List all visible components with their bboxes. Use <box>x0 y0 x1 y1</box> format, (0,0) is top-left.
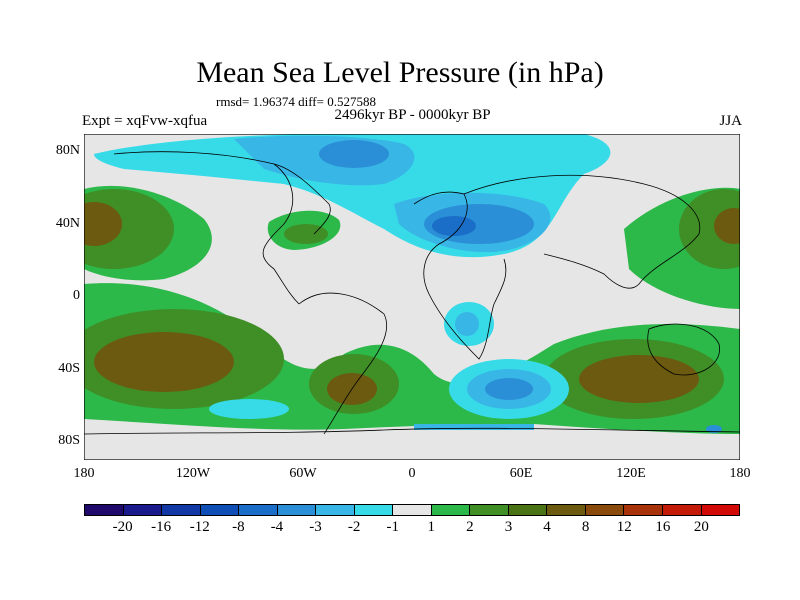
lat-label-80n: 80N <box>55 143 80 158</box>
anomaly-atlantic-dark <box>284 224 328 244</box>
colorbar-swatch <box>470 505 509 515</box>
colorbar-label: -16 <box>151 519 172 535</box>
colorbar-swatch <box>431 505 471 515</box>
colorbar-label: -12 <box>189 519 210 535</box>
lat-label-40n: 40N <box>55 216 80 231</box>
anomaly-antarctic-dot <box>706 425 722 433</box>
colorbar-label: -4 <box>270 519 284 535</box>
pressure-map <box>84 134 740 460</box>
colorbar-label: 2 <box>466 519 474 535</box>
colorbar-label: 20 <box>693 519 709 535</box>
period-text: 2496kyr BP - 0000kyr BP <box>334 107 491 123</box>
season-label: JJA <box>719 113 742 129</box>
colorbar-label: -1 <box>386 519 399 535</box>
colorbar-swatch <box>393 505 432 515</box>
colorbar-label: 3 <box>504 519 513 535</box>
lon-label-120e: 120E <box>616 466 646 481</box>
experiment-label: Expt = xqFvw-xqfua <box>82 113 208 129</box>
colorbar-swatch <box>585 505 625 515</box>
lon-label-180e: 180 <box>729 466 751 481</box>
colorbar-label: -2 <box>347 519 361 535</box>
colorbar-swatch <box>662 505 702 515</box>
colorbar-swatch <box>547 505 586 515</box>
colorbar-label: 4 <box>543 519 551 535</box>
colorbar-label: 12 <box>616 519 632 535</box>
anomaly-south-pacific-core <box>94 332 234 392</box>
map-title: Mean Sea Level Pressure (in hPa) <box>196 56 604 89</box>
colorbar-swatch <box>277 505 317 515</box>
colorbar-label: 16 <box>655 519 671 535</box>
lon-label-60w: 60W <box>289 466 317 481</box>
lat-label-80s: 80S <box>58 433 80 448</box>
colorbar-swatch <box>624 505 663 515</box>
lon-label-120w: 120W <box>175 466 211 481</box>
colorbar-label: -3 <box>309 519 322 535</box>
colorbar-swatch <box>316 505 355 515</box>
anomaly-arctic-strong <box>319 140 389 168</box>
anomaly-west-pacific-dark <box>679 189 740 269</box>
anomaly-south-pacific-blue <box>209 399 289 419</box>
colorbar-swatch <box>508 505 548 515</box>
colorbar-swatch <box>200 505 240 515</box>
colorbar-label: -20 <box>112 519 133 535</box>
lat-label-40s: 40S <box>58 361 80 376</box>
anomaly-antarctic-strip <box>414 424 534 430</box>
anomaly-southern-ocean-strong <box>485 378 533 400</box>
colorbar-swatch <box>701 505 740 515</box>
lon-label-180w: 180 <box>73 466 95 481</box>
colorbar-swatch <box>162 505 201 515</box>
anomaly-west-pacific-core <box>714 208 740 244</box>
coastlines <box>84 151 740 435</box>
colorbar-label: 8 <box>581 519 590 535</box>
colorbar-swatch <box>85 505 124 515</box>
lon-label-60e: 60E <box>509 466 533 481</box>
anomaly-africa-blue-core <box>455 312 479 336</box>
colorbar-swatch <box>239 505 278 515</box>
lon-label-0: 0 <box>408 466 416 481</box>
colorbar-swatch <box>354 505 394 515</box>
colorbar <box>84 504 740 516</box>
anomaly-north-pacific-core <box>84 202 122 246</box>
colorbar-swatch <box>123 505 163 515</box>
colorbar-label: 1 <box>427 519 436 535</box>
anomaly-indian-ocean-core <box>579 355 699 403</box>
colorbar-label: -8 <box>232 519 245 535</box>
anomaly-eurasia-core <box>432 216 476 236</box>
lat-label-0: 0 <box>73 288 80 303</box>
stats-text: rmsd= 1.96374 diff= 0.527588 <box>216 94 376 109</box>
